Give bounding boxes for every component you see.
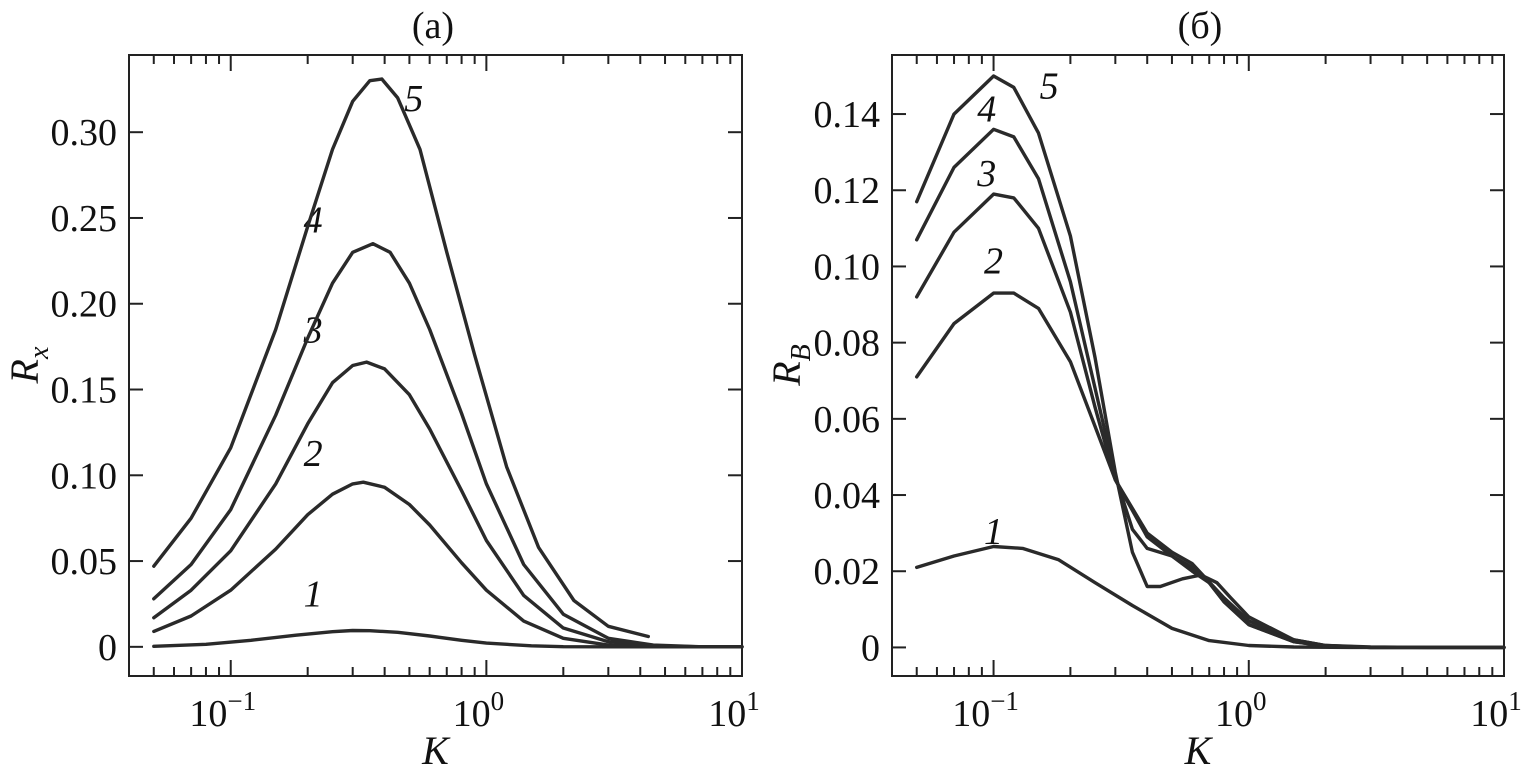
curve-b-2 — [915, 291, 1506, 650]
curve-a-3 — [152, 360, 744, 649]
x-tick-label-a: 101 — [708, 686, 760, 735]
curve-label-a-1: 1 — [304, 574, 323, 616]
y-axis-label-a: Rx — [2, 346, 55, 384]
curve-b-4 — [915, 127, 1506, 650]
x-tick-label-b: 10−1 — [952, 686, 1019, 735]
y-tick-label-a: 0.05 — [51, 541, 118, 583]
y-tick-label-b: 0.06 — [814, 399, 881, 441]
plot-frame-b — [891, 54, 1505, 677]
x-tick-label-a: 10−1 — [189, 686, 256, 735]
y-tick-label-b: 0.04 — [814, 475, 881, 517]
y-tick-label-b: 0.14 — [814, 94, 881, 136]
curve-a-5 — [152, 77, 650, 639]
curve-a-1 — [152, 628, 744, 649]
y-tick-label-b: 0.02 — [814, 551, 881, 593]
y-tick-label-a: 0.20 — [51, 284, 118, 326]
x-tick-label-a: 100 — [453, 686, 504, 735]
curve-a-4 — [152, 242, 744, 649]
curve-label-a-2: 2 — [304, 433, 323, 475]
curve-b-5 — [915, 74, 1506, 650]
y-tick-label-a: 0.25 — [51, 198, 118, 240]
curve-label-b-1: 1 — [984, 511, 1003, 553]
chart-panel-a: 10−1 100 101 0 0.05 0.10 0.15 0.20 0.25 0.30 K Rx 1 2… — [2, 54, 760, 773]
curve-b-1 — [915, 544, 1506, 650]
y-tick-label-a: 0.10 — [51, 455, 118, 497]
curve-label-b-3: 3 — [976, 153, 996, 195]
x-tick-label-b: 100 — [1215, 686, 1267, 735]
y-tick-label-b: 0.08 — [814, 323, 881, 365]
y-tick-label-a: 0.15 — [51, 370, 118, 412]
x-axis-label-a: K — [421, 728, 451, 773]
plot-frame-a — [128, 54, 743, 677]
y-tick-label-b: 0.10 — [814, 246, 881, 288]
y-tick-label-a: 0 — [98, 627, 117, 669]
panel-title-b: (б) — [1178, 5, 1223, 47]
curve-label-a-4: 4 — [304, 200, 323, 242]
curve-label-b-2: 2 — [984, 241, 1003, 283]
curve-label-b-5: 5 — [1040, 65, 1059, 107]
curve-label-a-5: 5 — [404, 78, 423, 120]
y-tick-label-b: 0 — [861, 627, 880, 669]
y-tick-label-a: 0.30 — [51, 112, 118, 154]
curve-a-2 — [152, 480, 744, 649]
x-axis-label-b: K — [1184, 728, 1214, 773]
curve-label-b-4: 4 — [977, 88, 996, 130]
x-tick-label-b: 101 — [1470, 686, 1522, 735]
y-axis-label-b: RB — [764, 344, 817, 387]
chart-panel-b: 10−1 100 101 0 0.02 0.04 0.06 0.08 0.10 0.12 0.14 K… — [764, 54, 1522, 773]
panel-title-a: (a) — [412, 5, 454, 47]
y-tick-label-b: 0.12 — [814, 170, 881, 212]
